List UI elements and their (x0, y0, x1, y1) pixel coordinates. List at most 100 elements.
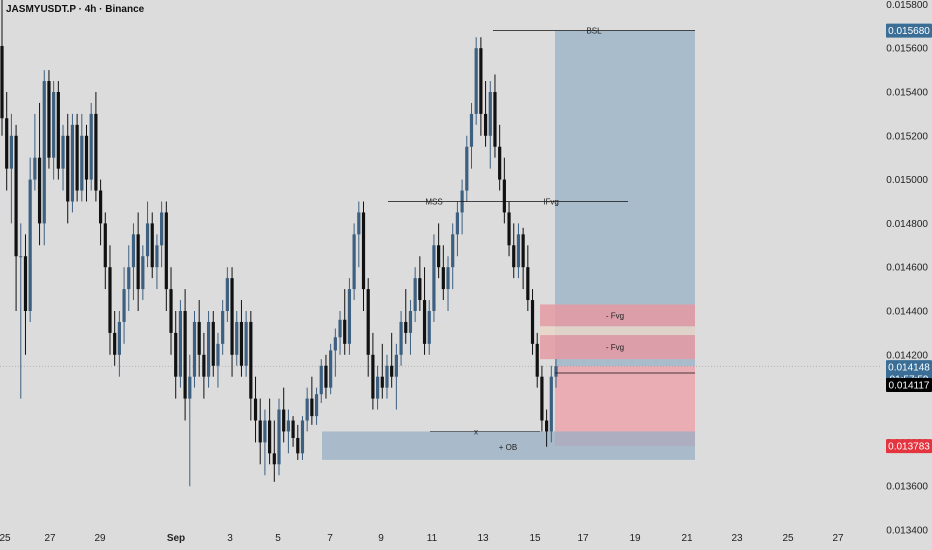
candle-body (70, 124, 75, 202)
candle-body (516, 234, 521, 268)
fvg-upper-label: - Fvg (606, 311, 624, 320)
candle (347, 278, 352, 355)
candle (333, 328, 337, 377)
candle (498, 124, 502, 191)
candle (70, 113, 75, 213)
candle (84, 124, 89, 202)
candle-body (310, 398, 314, 417)
candle (268, 398, 272, 465)
candle (460, 179, 464, 235)
candle (178, 300, 183, 388)
candle-body (174, 332, 178, 377)
candle (357, 201, 361, 268)
candle-body (5, 118, 9, 169)
candle-body (512, 245, 516, 268)
candle-body (507, 212, 511, 246)
candle (380, 343, 384, 399)
candle-body (371, 354, 375, 399)
price-tag-bg (886, 377, 932, 392)
candle (512, 223, 516, 279)
candle-body (272, 453, 276, 465)
candle-body (61, 135, 65, 169)
candle (28, 157, 32, 322)
price-tag-bg (886, 439, 932, 454)
candle (291, 416, 295, 447)
candle-body (211, 321, 215, 366)
candle (394, 343, 398, 410)
candle (197, 300, 201, 377)
candle (319, 359, 323, 403)
x-tick-label: 27 (832, 533, 844, 544)
candle-body (9, 135, 13, 169)
candle-body (145, 223, 150, 257)
price-tag-bg (886, 23, 932, 38)
candle (164, 201, 168, 311)
candle-body (521, 234, 525, 268)
candle (324, 354, 328, 399)
y-tick-label: 0.014600 (886, 263, 928, 274)
candle-body (160, 212, 164, 246)
candle (296, 424, 300, 460)
candle (9, 113, 13, 224)
candle (493, 74, 497, 158)
candle (249, 310, 253, 421)
candle (549, 365, 553, 443)
candle-body (526, 267, 530, 301)
y-tick-label: 0.014400 (886, 306, 928, 317)
title-separator: · (75, 4, 85, 15)
chart-title: JASMYUSDT.P · 4h · Binance (6, 4, 144, 15)
candle-body (202, 354, 206, 377)
candle (540, 365, 544, 432)
candle (221, 300, 225, 355)
exchange-label: Binance (105, 4, 145, 15)
candle (352, 223, 356, 301)
mss-label: MSS (425, 197, 442, 206)
x-axis: 25 27 29 Sep 3 5 7 9 11 13 15 17 19 21 23 25 27 (0, 533, 844, 544)
candle-body (352, 234, 356, 290)
x-tick-label: 23 (731, 533, 743, 544)
candle-body (399, 321, 403, 355)
candle (202, 332, 206, 399)
candle (56, 81, 60, 180)
candle-body (465, 146, 469, 191)
candle-body (357, 212, 361, 235)
candle (239, 300, 244, 377)
candle-body (258, 420, 262, 443)
candle (169, 267, 173, 355)
price-tag-label: 0.013783 (888, 442, 930, 453)
candle (188, 354, 192, 487)
candle-body (23, 256, 28, 311)
fvg-lower-label: - Fvg (606, 343, 624, 352)
candle-body (84, 135, 89, 180)
candle-body (300, 420, 305, 454)
candle-body (113, 332, 117, 355)
candle-body (554, 366, 558, 377)
candle (14, 124, 18, 311)
candle-body (329, 350, 333, 388)
candle (225, 267, 229, 322)
candle (122, 267, 126, 344)
candle-body (314, 394, 319, 417)
candle (375, 365, 380, 410)
candle-body (117, 321, 121, 355)
price-tag-label: 0.014117 (889, 380, 930, 391)
candle (437, 223, 441, 279)
candle (310, 376, 314, 425)
candle-body (253, 398, 258, 421)
candles-layer (0, 0, 558, 487)
y-axis: 0.015800 0.015600 0.015400 0.015200 0.015000… (886, 0, 928, 537)
annotations-layer: BSL MSS IFvg - Fvg - Fvg + OB x (388, 27, 695, 452)
candle (127, 245, 131, 311)
price-tag: 0.015680 (886, 23, 932, 38)
candle-body (141, 256, 145, 290)
x-tick-label: 21 (681, 533, 693, 544)
candle-body (451, 234, 455, 268)
candle (37, 102, 42, 246)
candle (385, 354, 389, 399)
candle-body (188, 376, 192, 399)
candle (145, 201, 150, 268)
candle-body (446, 267, 450, 290)
candle-body (66, 135, 70, 202)
